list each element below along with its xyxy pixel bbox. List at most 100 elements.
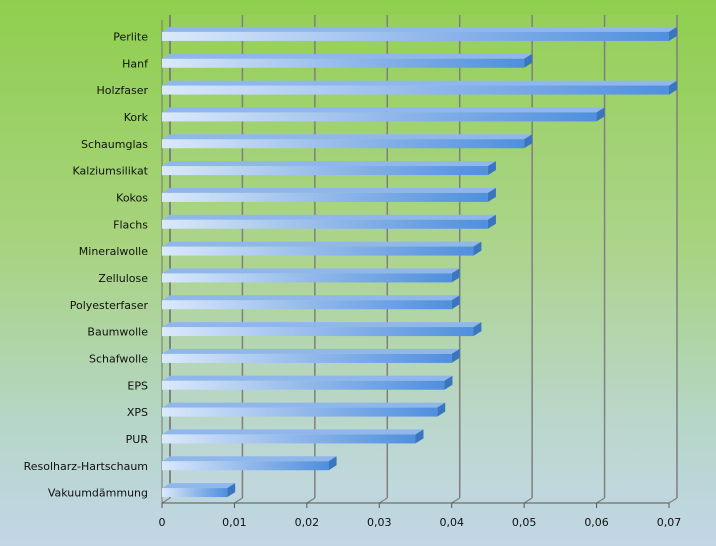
category-label: Mineralwolle xyxy=(79,245,148,258)
bar-mineralwolle xyxy=(162,241,482,256)
bar-eps xyxy=(162,375,453,390)
x-axis-tick-labels: 0 0,01 0,02 0,03 0,04 0,05 0,06 0,07 xyxy=(159,516,682,529)
plot-wall xyxy=(170,15,677,498)
bar-end-face xyxy=(524,53,533,68)
x-tick-label: 0,04 xyxy=(439,516,464,529)
bar-top-face xyxy=(162,80,677,86)
bar-kork xyxy=(162,107,605,122)
bar-kokos xyxy=(162,187,496,202)
bar xyxy=(162,139,525,149)
bar xyxy=(162,327,474,337)
bar-top-face xyxy=(162,53,533,59)
bar-pur xyxy=(162,429,424,444)
bar-top-face xyxy=(162,402,446,408)
category-label: Schaumglas xyxy=(81,138,148,151)
bar-top-face xyxy=(162,214,496,220)
gridline-floor xyxy=(306,497,316,504)
bar-top-face xyxy=(162,322,482,328)
bar xyxy=(162,434,416,444)
bar-top-face xyxy=(162,429,424,435)
category-label: Kokos xyxy=(116,191,148,204)
x-tick-label: 0 xyxy=(159,516,166,529)
x-tick-label: 0,06 xyxy=(584,516,609,529)
bar-schafwolle xyxy=(162,348,460,363)
x-tick-label: 0,01 xyxy=(222,516,247,529)
bar xyxy=(162,166,488,176)
gridline-floor xyxy=(523,497,533,504)
bar xyxy=(162,31,669,41)
bar xyxy=(162,407,438,417)
gridlines xyxy=(161,15,678,508)
bar-zellulose xyxy=(162,268,460,283)
bar-end-face xyxy=(473,322,482,337)
x-tick-label: 0,03 xyxy=(367,516,392,529)
bar-top-face xyxy=(162,134,533,140)
bar xyxy=(162,192,488,202)
category-label: PUR xyxy=(126,433,149,446)
bar xyxy=(162,246,474,256)
x-tick-label: 0,05 xyxy=(512,516,537,529)
bar-end-face xyxy=(227,483,236,498)
bar-schaumglas xyxy=(162,134,533,149)
bar-end-face xyxy=(524,134,533,149)
bar-kalziumsilikat xyxy=(162,161,496,176)
bar-end-face xyxy=(451,268,460,283)
x-tick-label: 0,02 xyxy=(295,516,320,529)
bar-top-face xyxy=(162,107,605,113)
bar-end-face xyxy=(596,107,605,122)
category-label: EPS xyxy=(127,379,148,392)
gridline-floor xyxy=(451,497,461,504)
bar-top-face xyxy=(162,268,460,274)
bar xyxy=(162,488,228,498)
category-label: Kork xyxy=(124,111,149,124)
bar-xps xyxy=(162,402,446,417)
bar-polyesterfaser xyxy=(162,295,460,310)
bar-end-face xyxy=(451,295,460,310)
bar xyxy=(162,112,597,122)
bar-holzfaser xyxy=(162,80,677,95)
bar-top-face xyxy=(162,161,496,167)
bar xyxy=(162,58,525,68)
bar-end-face xyxy=(451,348,460,363)
bar xyxy=(162,273,452,283)
category-label: Schafwolle xyxy=(89,352,148,365)
category-labels: Perlite Hanf Holzfaser Kork Schaumglas Kalziu… xyxy=(24,30,150,499)
category-label: Zellulose xyxy=(98,272,148,285)
bar-baumwolle xyxy=(162,322,482,337)
bars xyxy=(162,26,677,498)
bar-resolharz-hartschaum xyxy=(162,456,337,471)
bar xyxy=(162,353,452,363)
x-tick-label: 0,07 xyxy=(657,516,682,529)
bar-end-face xyxy=(328,456,337,471)
bar-end-face xyxy=(415,429,424,444)
bar xyxy=(162,219,488,229)
bar xyxy=(162,300,452,310)
bar-end-face xyxy=(487,161,496,176)
gridline-floor xyxy=(596,497,605,504)
category-label: Flachs xyxy=(113,218,148,231)
bar-top-face xyxy=(162,187,496,193)
bar-end-face xyxy=(669,26,677,41)
category-label: Polyesterfaser xyxy=(70,299,149,312)
category-label: Perlite xyxy=(113,30,148,43)
bar-top-face xyxy=(162,26,677,32)
bar-top-face xyxy=(162,375,453,381)
bar-top-face xyxy=(162,483,236,489)
bar-end-face xyxy=(669,80,677,95)
bar-top-face xyxy=(162,295,460,301)
bar-top-face xyxy=(162,241,482,247)
bar-vakuumdämmung xyxy=(162,483,236,498)
bar-end-face xyxy=(473,241,482,256)
category-label: XPS xyxy=(127,406,148,419)
gridline-floor xyxy=(668,497,678,504)
category-label: Vakuumdämmung xyxy=(48,487,148,500)
category-label: Holzfaser xyxy=(97,84,149,97)
bar-end-face xyxy=(487,214,496,229)
bar-end-face xyxy=(487,187,496,202)
bar xyxy=(162,461,329,471)
bar-hanf xyxy=(162,53,533,68)
category-label: Baumwolle xyxy=(87,326,148,339)
gridline-floor xyxy=(161,497,171,504)
bar-end-face xyxy=(437,402,446,417)
